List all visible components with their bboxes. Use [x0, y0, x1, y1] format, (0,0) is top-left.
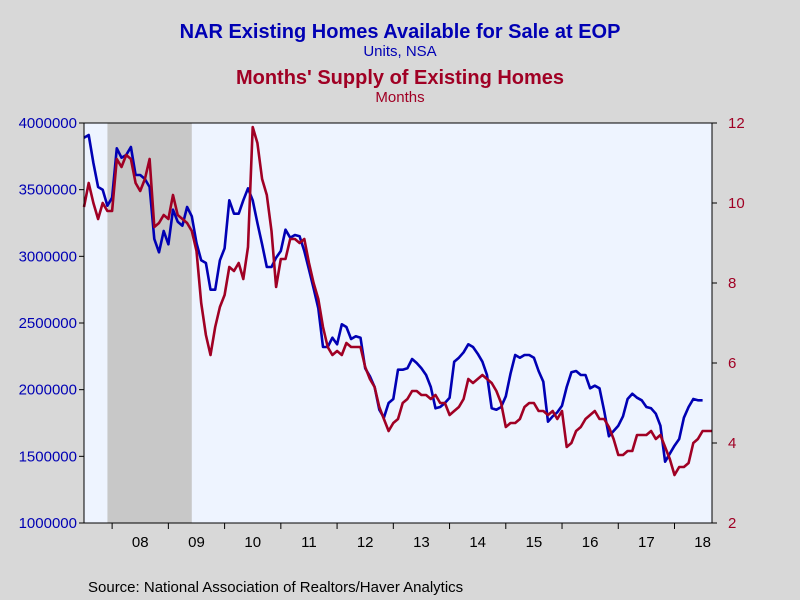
series-line-months-supply	[82, 125, 712, 477]
y-right-tick-label: 2	[728, 515, 736, 532]
y-right-tick-label: 6	[728, 355, 736, 372]
plot-area: 1000000 1500000 2000000 2500000 3000000 35000…	[19, 115, 745, 551]
y-left-tick-label: 3500000	[19, 182, 77, 199]
series-layer	[82, 125, 712, 477]
y-left-tick-label: 2500000	[19, 315, 77, 332]
y-left-tick-label: 1500000	[19, 448, 77, 465]
x-tick-label: 09	[188, 534, 205, 551]
y-right-tick-label: 4	[728, 435, 736, 452]
chart-title: NAR Existing Homes Available for Sale at…	[180, 21, 621, 43]
recession-shading	[107, 123, 192, 523]
y-left-tick-label: 1000000	[19, 515, 77, 532]
x-tick-label: 16	[582, 534, 599, 551]
y-left-tick-label: 3000000	[19, 248, 77, 265]
x-tick-label: 10	[244, 534, 261, 551]
y-left-tick-label: 4000000	[19, 115, 77, 132]
y-right-tick-label: 10	[728, 195, 745, 212]
y-axis-right: 2 4 6 8 10 12	[712, 115, 745, 532]
x-tick-label: 11	[301, 534, 317, 551]
source-note: Source: National Association of Realtors…	[88, 579, 463, 596]
x-tick-label: 13	[413, 534, 430, 551]
series-line-inventory	[83, 133, 703, 463]
chart-subtitle: Units, NSA	[363, 43, 436, 60]
x-tick-label: 12	[357, 534, 374, 551]
x-tick-label: 18	[694, 534, 711, 551]
x-axis: 08 09 10 11 12 13 14 15 16 17 18	[111, 523, 711, 551]
x-tick-label: 08	[132, 534, 149, 551]
x-tick-label: 15	[526, 534, 543, 551]
x-tick-label: 14	[469, 534, 486, 551]
chart-subtitle-2: Months	[375, 89, 424, 106]
y-right-tick-label: 12	[728, 115, 745, 132]
chart-title-2: Months' Supply of Existing Homes	[236, 67, 564, 89]
y-axis-left: 1000000 1500000 2000000 2500000 3000000 35000…	[19, 115, 84, 532]
y-left-tick-label: 2000000	[19, 382, 77, 399]
y-right-tick-label: 8	[728, 275, 736, 292]
x-tick-label: 17	[638, 534, 655, 551]
